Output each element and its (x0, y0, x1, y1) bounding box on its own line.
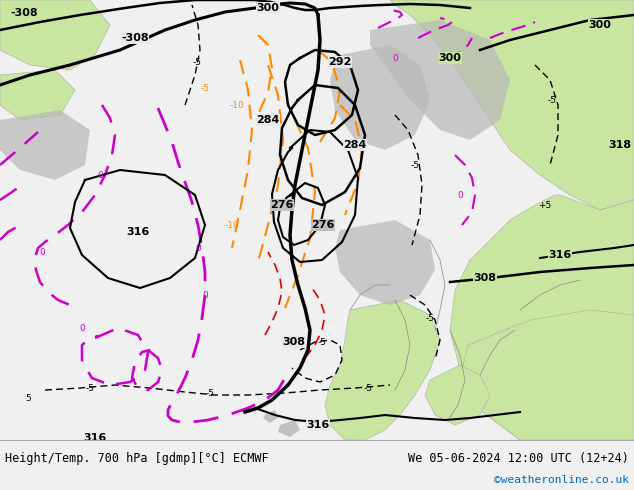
Text: -5: -5 (425, 314, 434, 322)
Text: 0: 0 (457, 191, 463, 199)
Text: 300: 300 (257, 3, 280, 13)
Text: 316: 316 (126, 227, 150, 237)
Text: 300: 300 (439, 53, 462, 63)
Text: We 05-06-2024 12:00 UTC (12+24): We 05-06-2024 12:00 UTC (12+24) (408, 451, 629, 465)
Text: 316: 316 (548, 250, 572, 260)
Text: -5: -5 (200, 83, 209, 93)
Text: 0: 0 (79, 323, 85, 333)
Text: 276: 276 (311, 220, 335, 230)
Text: -5: -5 (193, 57, 202, 67)
Text: 316: 316 (84, 433, 107, 443)
Text: -5: -5 (86, 384, 94, 392)
Text: 292: 292 (328, 57, 352, 67)
Text: 0: 0 (97, 171, 103, 179)
Text: ©weatheronline.co.uk: ©weatheronline.co.uk (494, 475, 629, 485)
Text: 316: 316 (306, 420, 330, 430)
Text: Height/Temp. 700 hPa [gdmp][°C] ECMWF: Height/Temp. 700 hPa [gdmp][°C] ECMWF (5, 451, 269, 465)
Text: 5: 5 (25, 393, 31, 402)
Text: -5: -5 (363, 384, 373, 392)
Text: -10: -10 (224, 220, 240, 229)
Text: 308: 308 (474, 273, 496, 283)
Text: 0: 0 (195, 244, 201, 252)
Text: -308: -308 (121, 33, 149, 43)
Text: -5: -5 (410, 161, 420, 170)
Text: 0: 0 (39, 247, 45, 256)
Text: 300: 300 (588, 20, 611, 30)
Text: 0: 0 (392, 53, 398, 63)
Text: -5: -5 (318, 338, 327, 346)
Text: 284: 284 (256, 115, 280, 125)
Text: -10: -10 (230, 100, 244, 109)
Text: -308: -308 (10, 8, 37, 18)
Text: 284: 284 (344, 140, 366, 150)
Text: 318: 318 (609, 140, 631, 150)
Text: -5: -5 (205, 389, 214, 397)
Text: 276: 276 (270, 200, 294, 210)
Text: -5: -5 (548, 96, 557, 104)
Text: 308: 308 (283, 337, 306, 347)
Text: +5: +5 (538, 200, 552, 210)
Text: 0: 0 (202, 291, 208, 299)
